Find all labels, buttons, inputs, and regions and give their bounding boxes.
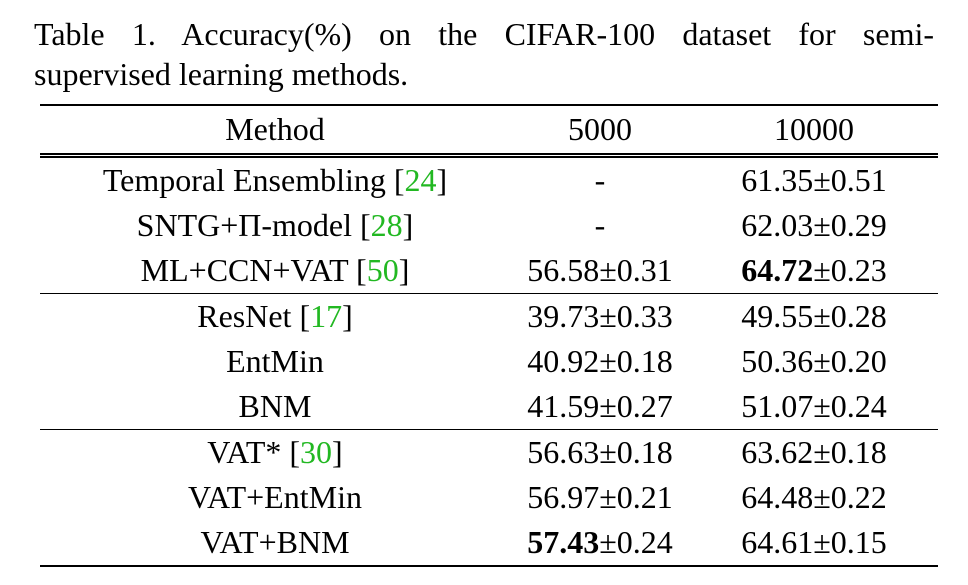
value-10000: 64.61±0.15 [690,520,938,567]
caption-line-1: Table 1. Accuracy(%) on the CIFAR-100 da… [34,16,934,52]
value-10000: 61.35±0.51 [690,153,938,203]
method-cell: BNM [238,388,312,424]
table-row: VAT* [30] 56.63±0.18 63.62±0.18 [40,429,938,475]
best-value: 64.72 [741,252,814,288]
method-cell: ML+CCN+VAT [50] [140,252,410,288]
value-10000: 50.36±0.20 [741,343,887,379]
citation-link[interactable]: 28 [370,207,403,243]
value-5000: 56.63±0.18 [510,429,690,475]
value-10000: 49.55±0.28 [690,293,938,339]
value-5000: 41.59±0.27 [527,388,673,424]
best-value: 57.43 [527,524,600,560]
citation-link[interactable]: 30 [300,434,333,470]
value-5000: 40.92±0.18 [527,343,673,379]
value-10000: 64.72±0.23 [741,252,887,288]
value-5000: 39.73±0.33 [510,293,690,339]
value-10000: 51.07±0.24 [741,388,887,424]
citation-link[interactable]: 50 [366,252,399,288]
table-row: SNTG+Π-model [28] - 62.03±0.29 [40,203,938,248]
value-10000: 63.62±0.18 [690,429,938,475]
method-cell: VAT* [30] [40,429,510,475]
method-cell: VAT+EntMin [188,479,362,515]
method-cell: SNTG+Π-model [28] [136,207,414,243]
citation-link[interactable]: 24 [404,162,437,198]
value-10000: 64.48±0.22 [741,479,887,515]
method-cell: EntMin [226,343,324,379]
table-caption: Table 1. Accuracy(%) on the CIFAR-100 da… [34,14,934,94]
table-row: EntMin 40.92±0.18 50.36±0.20 [40,339,938,384]
table-row: VAT+BNM 57.43±0.24 64.61±0.15 [40,520,938,567]
value-5000: - [594,207,606,243]
citation-link[interactable]: 17 [310,298,343,334]
table-row: ML+CCN+VAT [50] 56.58±0.31 64.72±0.23 [40,248,938,294]
method-cell: Temporal Ensembling [24] [40,153,510,203]
header-row: Method 5000 10000 [40,105,938,156]
header-method: Method [225,111,325,147]
value-5000: - [510,153,690,203]
table-row: ResNet [17] 39.73±0.33 49.55±0.28 [40,293,938,339]
caption-line-2: supervised learning methods. [34,56,409,92]
value-5000: 57.43±0.24 [510,520,690,567]
value-5000: 56.58±0.31 [527,252,673,288]
method-cell: ResNet [17] [40,293,510,339]
results-table: Method 5000 10000 Temporal Ensembling [2… [40,104,938,567]
method-cell: VAT+BNM [40,520,510,567]
header-10000: 10000 [774,111,854,147]
value-5000: 56.97±0.21 [527,479,673,515]
value-10000: 62.03±0.29 [741,207,887,243]
table-row: BNM 41.59±0.27 51.07±0.24 [40,384,938,430]
table-row: Temporal Ensembling [24] - 61.35±0.51 [40,153,938,203]
header-5000: 5000 [568,111,632,147]
table-row: VAT+EntMin 56.97±0.21 64.48±0.22 [40,475,938,520]
